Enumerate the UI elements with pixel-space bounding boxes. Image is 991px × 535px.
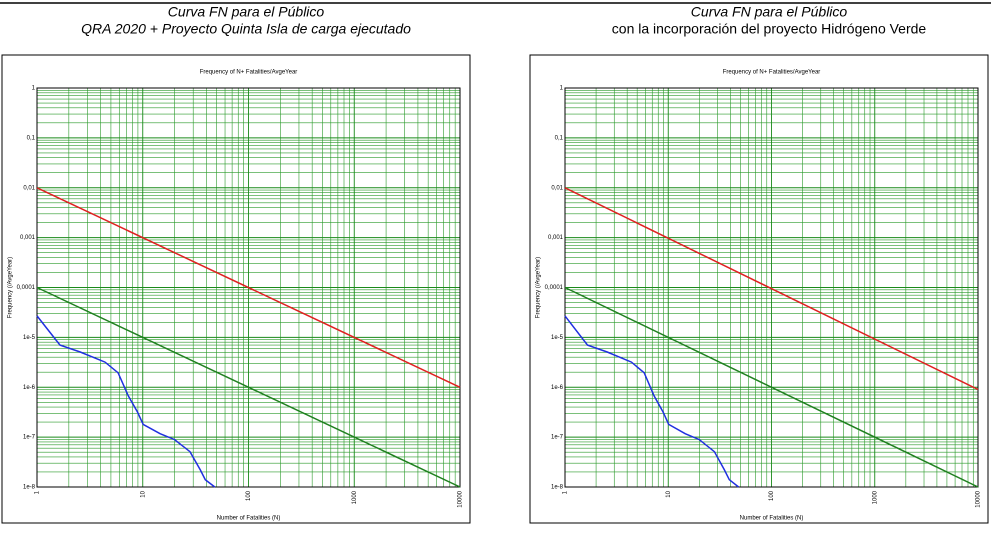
y-tick-label: 1e-7: [23, 435, 36, 441]
y-tick-label: 1e-6: [551, 385, 564, 391]
plot-title: Frequency of N+ Fatalities/AvgeYear: [723, 70, 821, 76]
x-tick-label: 1000: [872, 490, 878, 504]
plot-title: Frequency of N+ Fatalities/AvgeYear: [200, 70, 298, 76]
fn-curve: [564, 187, 979, 391]
x-tick-label: 100: [246, 490, 252, 501]
fn-curve: [564, 286, 979, 488]
y-tick-label: 1e-7: [551, 435, 564, 441]
y-axis-label: Frequency (/AvgeYear): [8, 257, 14, 318]
y-tick-label: 1: [32, 86, 36, 92]
y-axis-label: Frequency (/AvgeYear): [536, 257, 542, 318]
y-tick-label: 1e-8: [551, 485, 564, 491]
fn-curve: [36, 315, 216, 488]
chart-subtitle: con la incorporación del proyecto Hidróg…: [612, 21, 927, 37]
x-tick-label: 10000: [976, 490, 982, 507]
y-tick-label: 1e-8: [23, 485, 36, 491]
y-tick-label: 1e-6: [23, 385, 36, 391]
chart-title: Curva FN para el Público: [691, 4, 848, 20]
x-tick-label: 1: [563, 490, 569, 494]
x-tick-label: 1: [35, 490, 41, 494]
y-tick-label: 0,001: [20, 235, 36, 241]
y-tick-label: 0,01: [551, 185, 563, 191]
fn-curve: [564, 315, 740, 488]
y-tick-label: 1e-5: [23, 335, 36, 341]
x-tick-label: 100: [769, 490, 775, 501]
y-tick-label: 0,1: [555, 135, 564, 141]
y-tick-label: 0,0001: [545, 285, 564, 291]
x-tick-label: 10: [666, 490, 672, 497]
y-tick-label: 1e-5: [551, 335, 564, 341]
y-tick-label: 0,0001: [17, 285, 36, 291]
chart-frame: [529, 54, 989, 524]
y-tick-label: 0,001: [548, 235, 564, 241]
x-tick-label: 10000: [458, 490, 464, 507]
x-tick-label: 1000: [352, 490, 358, 504]
x-tick-label: 10: [140, 490, 146, 497]
y-tick-label: 0,01: [23, 185, 35, 191]
chart-frame: [1, 54, 471, 524]
y-tick-label: 0,1: [27, 135, 36, 141]
fn-curve: [36, 187, 461, 388]
x-axis-label: Number of Fatalities (N): [217, 516, 281, 522]
y-tick-label: 1: [560, 86, 564, 92]
fn-curve: [36, 286, 461, 488]
chart-subtitle: QRA 2020 + Proyecto Quinta Isla de carga…: [81, 21, 411, 37]
chart-title: Curva FN para el Público: [168, 4, 325, 20]
x-axis-label: Number of Fatalities (N): [740, 516, 804, 522]
